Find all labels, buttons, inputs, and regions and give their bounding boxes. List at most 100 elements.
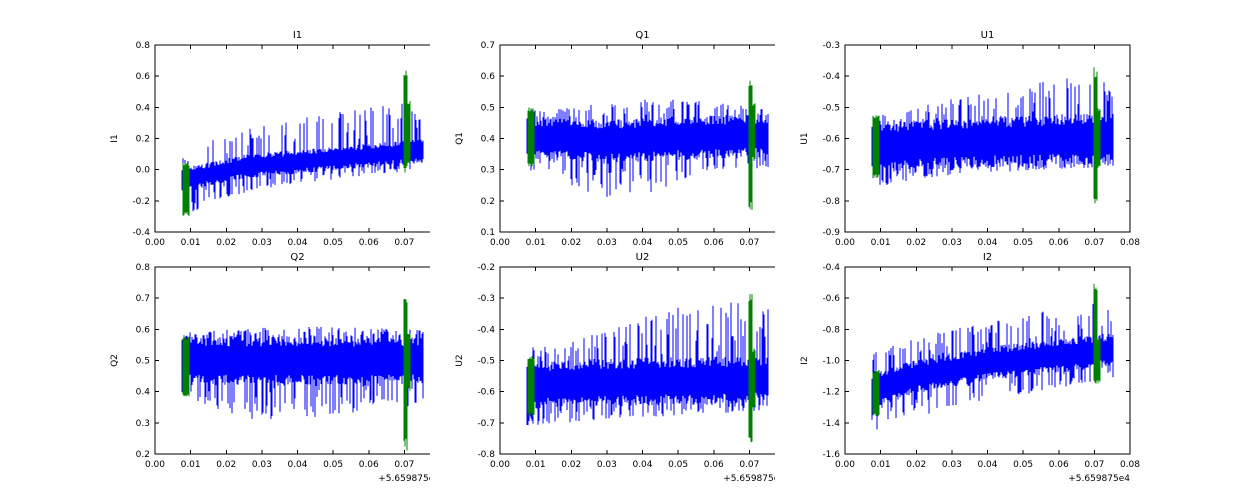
x-tick-label: 0.00	[145, 460, 165, 470]
x-tick-label: 0.07	[394, 460, 414, 470]
x-tick-label: 0.03	[252, 238, 272, 248]
x-tick-label: 0.06	[1049, 460, 1069, 470]
subplot-i1: 0.00 0.01 0.02 0.03 0.04 0.05 0.06 0.07 0.08-0.4…	[85, 25, 450, 275]
x-tick-label: 0.05	[1013, 238, 1033, 248]
x-tick-label: 0.01	[181, 460, 201, 470]
x-offset-label: +5.659875e4	[723, 474, 785, 484]
y-tick-label: 0.6	[481, 72, 496, 82]
x-tick-label: 0.00	[835, 238, 855, 248]
x-tick-label: 0.02	[216, 460, 236, 470]
x-tick-label: 0.02	[561, 238, 581, 248]
x-tick-label: 0.05	[323, 238, 343, 248]
plot-title: I1	[293, 30, 302, 41]
tick-marks	[844, 44, 1131, 233]
x-tick-label: 0.04	[977, 460, 997, 470]
y-tick-label: 0.8	[136, 263, 151, 273]
x-tick-label: 0.03	[942, 238, 962, 248]
x-tick-label: 0.01	[871, 238, 891, 248]
y-tick-label: 0.3	[481, 166, 495, 176]
y-tick-label: 0.5	[136, 357, 150, 367]
x-tick-label: 0.01	[181, 238, 201, 248]
x-tick-label: 0.01	[526, 238, 546, 248]
x-tick-label: 0.03	[942, 460, 962, 470]
x-tick-label: 0.06	[704, 460, 724, 470]
y-tick-label: -0.8	[822, 197, 840, 207]
y-axis-label: I2	[800, 356, 810, 364]
subplot-u2: 0.00 0.01 0.02 0.03 0.04 0.05 0.06 0.07 0.08-0.8…	[430, 247, 795, 497]
x-tick-label: 0.08	[1120, 238, 1140, 248]
y-axis-label: Q1	[455, 132, 465, 145]
y-tick-label: -0.6	[822, 135, 840, 145]
x-tick-label: 0.02	[906, 460, 926, 470]
x-tick-label: 0.07	[739, 460, 759, 470]
x-tick-label: 0.02	[561, 460, 581, 470]
y-tick-label: 0.0	[136, 166, 151, 176]
y-tick-label: -0.3	[477, 294, 495, 304]
x-tick-label: 0.06	[1049, 238, 1069, 248]
y-tick-label: -0.2	[132, 197, 150, 207]
signal-line	[871, 78, 1114, 185]
x-tick-label: 0.02	[216, 238, 236, 248]
highlight-marks	[527, 80, 756, 210]
x-tick-label: 0.04	[632, 238, 652, 248]
signal-line	[181, 326, 424, 419]
plot-title: U1	[981, 30, 995, 41]
subplot-q1: 0.00 0.01 0.02 0.03 0.04 0.05 0.06 0.07 0.080.10…	[430, 25, 795, 275]
y-tick-label: 0.2	[136, 450, 150, 460]
x-tick-label: 0.04	[977, 238, 997, 248]
y-tick-label: -1.6	[822, 450, 840, 460]
y-tick-label: 0.4	[481, 135, 496, 145]
x-tick-label: 0.05	[668, 460, 688, 470]
y-tick-label: 0.2	[136, 135, 150, 145]
x-tick-label: 0.07	[739, 238, 759, 248]
x-tick-label: 0.07	[394, 238, 414, 248]
y-axis-label: I1	[110, 134, 120, 142]
y-tick-label: -0.6	[477, 388, 495, 398]
y-axis-label: U2	[455, 354, 465, 366]
y-tick-label: -0.5	[477, 357, 495, 367]
x-tick-label: 0.00	[490, 238, 510, 248]
y-tick-label: -0.8	[822, 325, 840, 335]
x-tick-label: 0.08	[1120, 460, 1140, 470]
signal-line	[871, 303, 1114, 430]
x-tick-label: 0.07	[1084, 238, 1104, 248]
y-tick-label: -0.3	[822, 41, 840, 51]
x-tick-label: 0.00	[835, 460, 855, 470]
x-tick-label: 0.01	[871, 460, 891, 470]
y-tick-label: -0.2	[477, 263, 495, 273]
y-tick-label: -0.4	[822, 72, 840, 82]
x-tick-label: 0.05	[1013, 460, 1033, 470]
y-axis-label: Q2	[110, 354, 120, 367]
signal-line	[526, 99, 769, 197]
x-tick-label: 0.01	[526, 460, 546, 470]
x-tick-label: 0.00	[490, 460, 510, 470]
y-tick-label: 0.4	[136, 103, 151, 113]
highlight-marks	[182, 70, 411, 217]
y-tick-label: -0.9	[822, 228, 840, 238]
y-tick-label: -1.4	[822, 419, 840, 429]
x-tick-label: 0.04	[632, 460, 652, 470]
x-tick-label: 0.07	[1084, 460, 1104, 470]
x-tick-label: 0.02	[906, 238, 926, 248]
plot-title: I2	[983, 252, 992, 263]
y-tick-label: -0.8	[477, 450, 495, 460]
y-tick-label: -0.7	[477, 419, 495, 429]
y-tick-label: -0.4	[132, 228, 150, 238]
subplot-u1: 0.00 0.01 0.02 0.03 0.04 0.05 0.06 0.07 0.08 -0.9…	[775, 25, 1140, 275]
highlight-marks	[872, 67, 1101, 204]
y-tick-label: -0.6	[822, 294, 840, 304]
x-tick-label: 0.06	[359, 238, 379, 248]
tick-marks	[844, 266, 1131, 455]
x-tick-label: 0.06	[704, 238, 724, 248]
x-tick-label: 0.05	[668, 238, 688, 248]
plot-title: U2	[636, 252, 650, 263]
y-tick-label: -1.0	[822, 357, 840, 367]
y-tick-label: 0.6	[136, 72, 151, 82]
y-tick-label: -0.4	[477, 325, 495, 335]
x-tick-label: 0.00	[145, 238, 165, 248]
y-tick-label: 0.5	[481, 103, 495, 113]
x-offset-label: +5.659875e4	[1068, 474, 1130, 484]
y-tick-label: 0.1	[481, 228, 495, 238]
x-tick-label: 0.03	[252, 460, 272, 470]
